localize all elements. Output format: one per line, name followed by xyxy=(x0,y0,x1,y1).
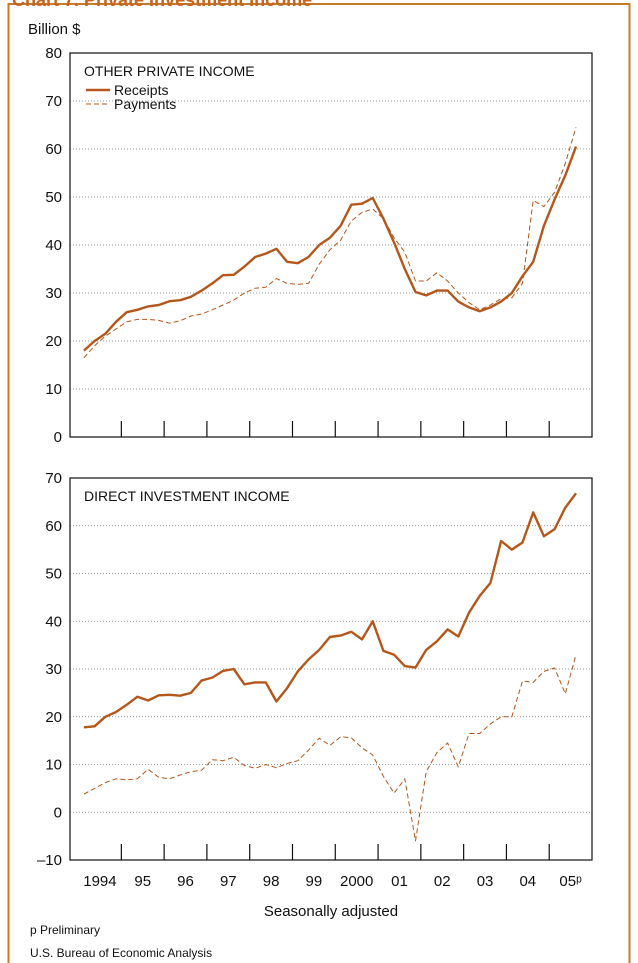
x-tick-label: 99 xyxy=(306,873,323,890)
y-tick-label: 50 xyxy=(45,189,62,206)
legend-label: Payments xyxy=(114,96,176,112)
source: U.S. Bureau of Economic Analysis xyxy=(30,946,212,960)
x-tick-label: 02 xyxy=(434,873,451,890)
y-tick-label: 60 xyxy=(45,518,62,535)
x-tick-label: 05ᵖ xyxy=(559,873,582,890)
y-tick-label: 60 xyxy=(45,141,62,158)
x-tick-label: 01 xyxy=(391,873,408,890)
x-tick-label: 98 xyxy=(263,873,280,890)
unit-label: Billion $ xyxy=(28,21,81,38)
y-tick-label: 40 xyxy=(45,613,62,630)
x-tick-label: 03 xyxy=(477,873,494,890)
frame xyxy=(7,3,631,963)
receipts-line xyxy=(83,146,578,352)
payments-line xyxy=(83,127,577,359)
y-tick-label: 30 xyxy=(45,661,62,678)
y-tick-label: 40 xyxy=(45,237,62,254)
x-tick-label: 95 xyxy=(134,873,151,890)
payments-line xyxy=(83,654,577,842)
y-tick-label: 10 xyxy=(45,757,62,774)
y-tick-label: 70 xyxy=(45,470,62,487)
note: p Preliminary xyxy=(30,923,100,937)
receipts-line xyxy=(83,492,577,729)
legend-label: Receipts xyxy=(114,82,168,98)
chart-title: Chart 7. Private Investment Income xyxy=(12,0,312,10)
x-axis-label: Seasonally adjusted xyxy=(264,903,398,920)
y-tick-label: 0 xyxy=(54,804,62,821)
x-tick-label: 97 xyxy=(220,873,237,890)
plot-frame xyxy=(69,477,593,861)
panel-title: OTHER PRIVATE INCOME xyxy=(84,63,255,79)
x-tick-label: 96 xyxy=(177,873,194,890)
y-tick-label: –10 xyxy=(37,852,62,869)
plot-frame xyxy=(69,52,593,438)
x-tick-label: 04 xyxy=(519,873,536,890)
y-tick-label: 80 xyxy=(45,45,62,62)
x-tick-label: 2000 xyxy=(340,873,373,890)
y-tick-label: 20 xyxy=(45,333,62,350)
y-tick-label: 20 xyxy=(45,709,62,726)
y-tick-label: 30 xyxy=(45,285,62,302)
y-tick-label: 50 xyxy=(45,566,62,583)
panel-title: DIRECT INVESTMENT INCOME xyxy=(84,488,290,504)
y-tick-label: 70 xyxy=(45,93,62,110)
y-tick-label: 0 xyxy=(54,429,62,446)
y-tick-label: 10 xyxy=(45,381,62,398)
x-tick-label: 1994 xyxy=(83,873,116,890)
